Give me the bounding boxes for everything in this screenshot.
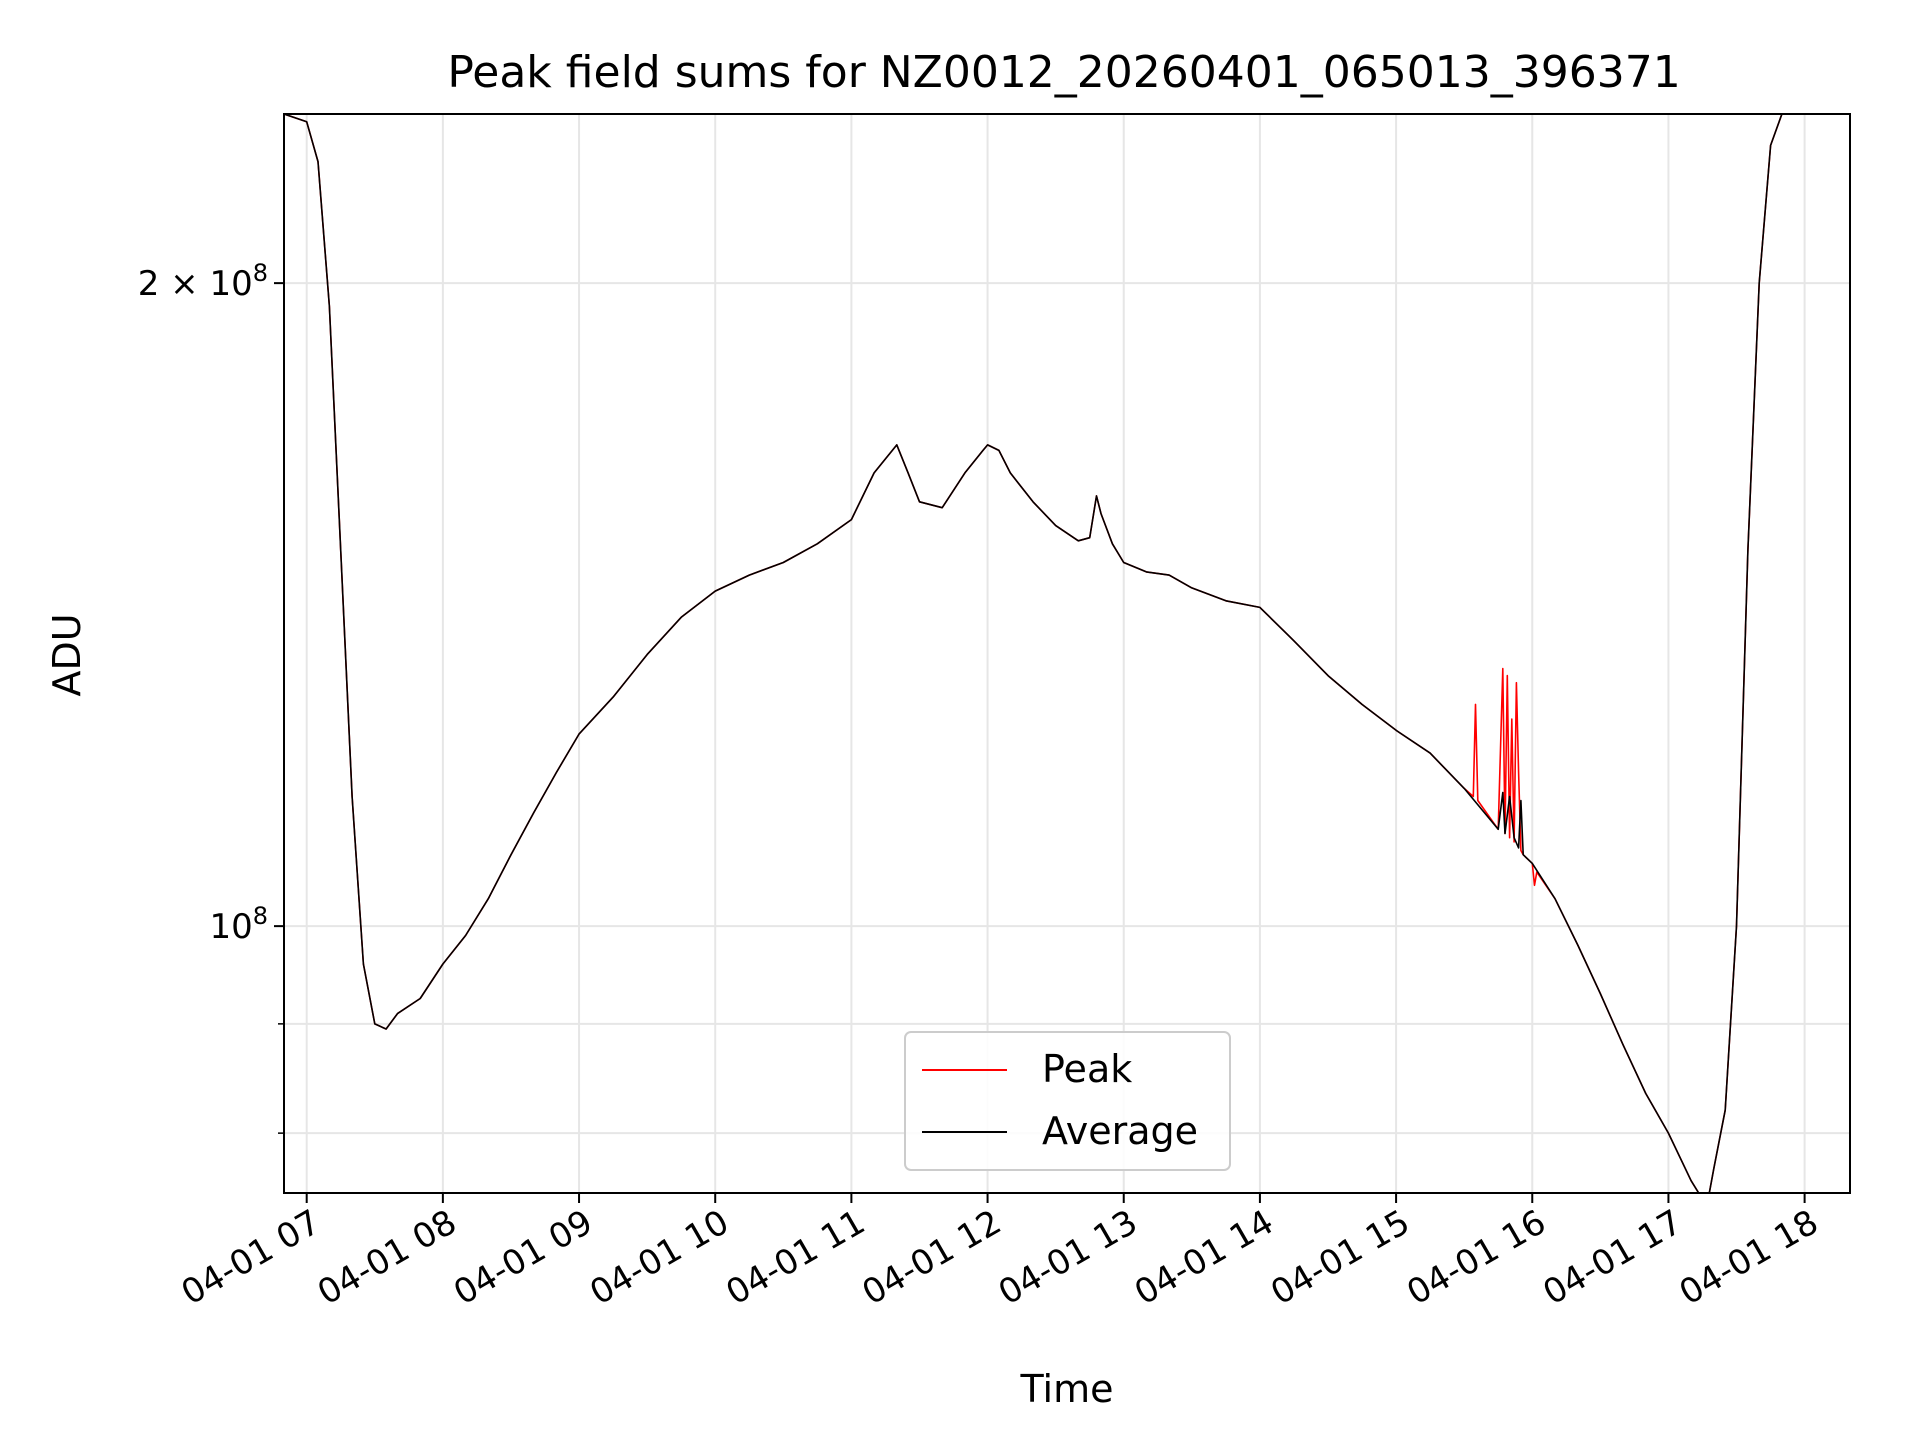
plot-lines — [284, 114, 1850, 1193]
plot-frame — [283, 113, 1851, 1194]
y-tick-label: 108 — [209, 902, 268, 947]
chart-title: Peak field sums for NZ0012_20260401_0650… — [447, 47, 1680, 98]
y-axis-label: ADU — [45, 613, 89, 696]
y-tick-base: 10 — [209, 264, 252, 304]
y-tick-exponent: 8 — [253, 259, 268, 287]
y-tick-base: 10 — [209, 907, 252, 947]
y-tick-exponent: 8 — [253, 902, 268, 930]
x-axis-label: Time — [1020, 1367, 1114, 1411]
legend-label-peak: Peak — [1042, 1047, 1132, 1091]
series-line-average — [284, 114, 1850, 1193]
legend-box — [904, 1031, 1231, 1171]
legend: Peak Average — [904, 1031, 1231, 1171]
y-tick-label: 2 × 108 — [138, 259, 268, 304]
legend-label-average: Average — [1042, 1109, 1198, 1153]
y-tick-mantissa: 2 × — [138, 264, 210, 304]
